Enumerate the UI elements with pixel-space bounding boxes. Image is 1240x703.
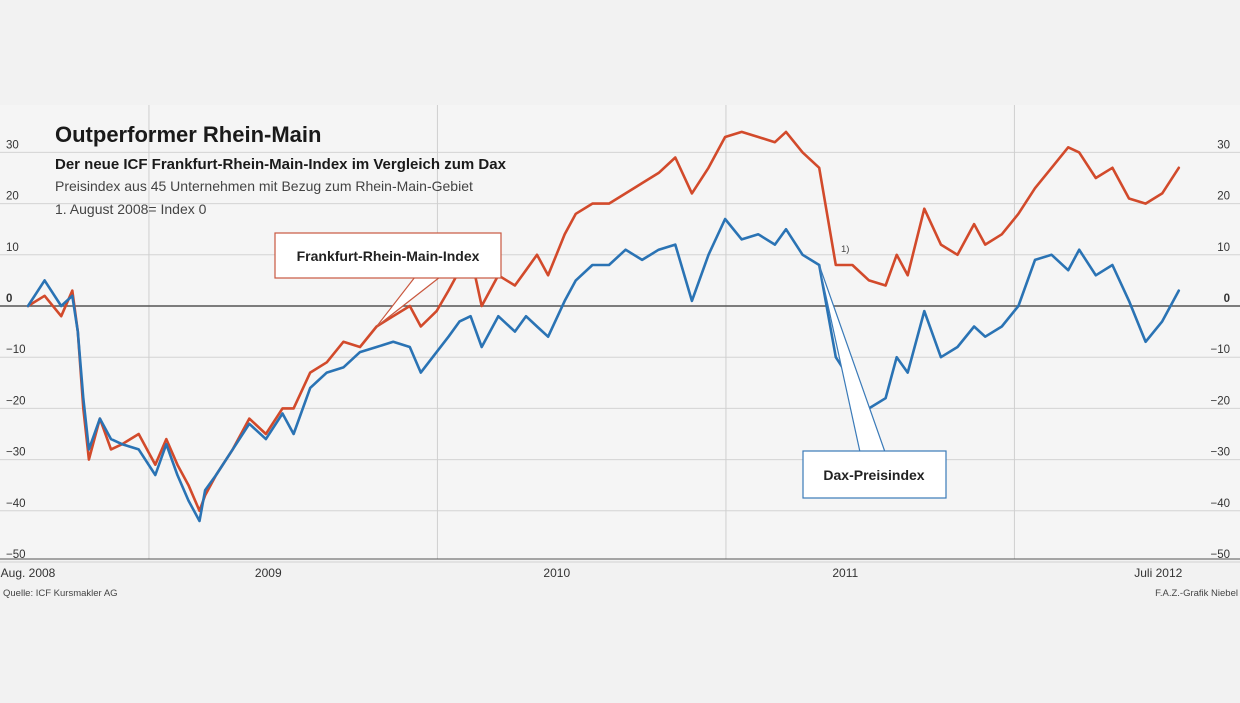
y-tick-label-left: 30	[6, 139, 19, 151]
chart-note-2: 1. August 2008= Index 0	[55, 201, 207, 217]
y-tick-label-left: −20	[6, 395, 26, 407]
y-tick-label-right: −30	[1210, 447, 1230, 459]
y-tick-label-right: 20	[1217, 191, 1230, 203]
y-axis-left: 30 20 10 0 −10 −20 −30 −40 −50	[6, 139, 26, 561]
y-tick-label-right: 10	[1217, 242, 1230, 254]
chart-subtitle: Der neue ICF Frankfurt-Rhein-Main-Index …	[55, 156, 507, 173]
callout-frankfurt-box	[274, 232, 502, 279]
callout-dax-label: Dax-Preisindex	[823, 467, 924, 483]
callout-dax-pointer	[818, 264, 886, 453]
y-tick-label-left: 0	[6, 293, 12, 305]
footnote-mark: 1)	[841, 244, 849, 255]
year-dividers	[148, 105, 1015, 559]
series-line-frankfurt-rhein-main	[26, 130, 1181, 513]
y-tick-label-left: −30	[6, 447, 26, 459]
chart-background	[0, 105, 1240, 559]
y-tick-label-right: −10	[1210, 344, 1230, 356]
credit-note: F.A.Z.-Grafik Niebel	[1155, 588, 1238, 599]
y-tick-label-right: −40	[1210, 498, 1230, 510]
chart-title: Outperformer Rhein-Main	[55, 122, 321, 147]
callout-dax-box	[802, 450, 947, 499]
x-axis: Aug. 2008 2009 2010 2011 Juli 2012	[1, 566, 1183, 580]
x-tick-label: 2011	[832, 566, 858, 580]
y-tick-label-left: −40	[6, 498, 26, 510]
x-tick-label: 2009	[255, 566, 282, 580]
callout-frankfurt-label: Frankfurt-Rhein-Main-Index	[297, 248, 480, 264]
chart-note-1: Preisindex aus 45 Unternehmen mit Bezug …	[55, 178, 473, 194]
y-tick-label-left: −50	[6, 549, 26, 561]
x-tick-label: Aug. 2008	[1, 566, 56, 580]
callout-dax: Dax-Preisindex	[802, 264, 947, 499]
y-tick-label-left: −10	[6, 344, 26, 356]
y-tick-label-right: 0	[1224, 293, 1230, 305]
y-tick-label-right: 30	[1217, 139, 1230, 151]
y-tick-label-right: −50	[1210, 549, 1230, 561]
source-note: Quelle: ICF Kursmakler AG	[3, 588, 118, 599]
callout-frankfurt-pointer	[376, 276, 441, 327]
y-tick-label-right: −20	[1210, 395, 1230, 407]
y-axis-right: 30 20 10 0 −10 −20 −30 −40 −50	[1210, 139, 1230, 561]
series	[26, 130, 1181, 523]
x-tick-label: 2010	[543, 566, 570, 580]
x-tick-label: Juli 2012	[1134, 566, 1182, 580]
callout-frankfurt: Frankfurt-Rhein-Main-Index	[274, 232, 502, 327]
y-tick-label-left: 20	[6, 191, 19, 203]
y-tick-label-left: 10	[6, 242, 19, 254]
series-line-dax	[26, 217, 1181, 523]
